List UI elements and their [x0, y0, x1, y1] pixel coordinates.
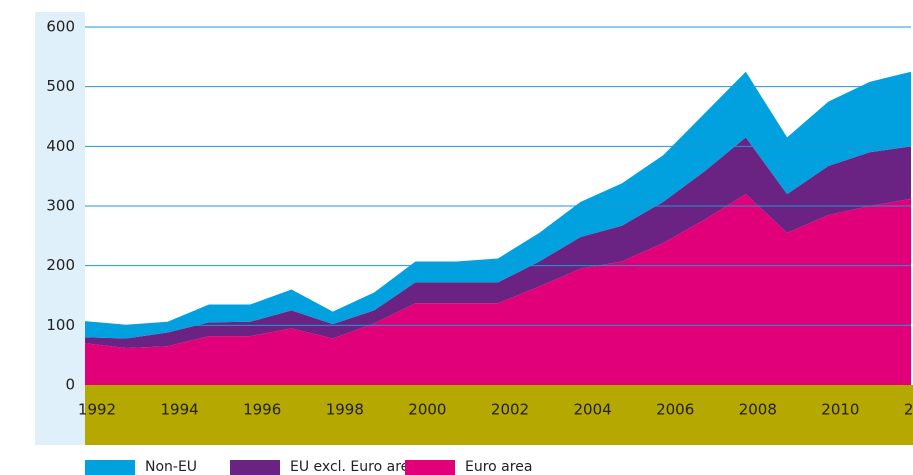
legend-label: EU excl. Euro area — [290, 459, 418, 475]
y-tick-label: 200 — [46, 256, 75, 274]
x-tick-label: 1992 — [78, 401, 116, 419]
area — [85, 71, 911, 339]
legend-swatch — [230, 460, 280, 475]
area — [85, 137, 911, 349]
legend-label: Euro area — [465, 459, 532, 475]
x-tick-label: 2012 — [904, 401, 913, 419]
x-tick-label: 2000 — [408, 401, 446, 419]
y-axis-band — [35, 12, 85, 445]
legend-swatch — [85, 460, 135, 475]
y-tick-label: 600 — [46, 18, 75, 36]
x-tick-label: 2006 — [656, 401, 694, 419]
y-tick-label: 0 — [65, 376, 75, 394]
legend-swatch — [405, 460, 455, 475]
y-tick-label: 300 — [46, 197, 75, 215]
x-tick-label: 1998 — [326, 401, 364, 419]
y-tick-label: 500 — [46, 77, 75, 95]
y-tick-label: 100 — [46, 316, 75, 334]
x-tick-label: 1996 — [243, 401, 281, 419]
y-tick-label: 400 — [46, 137, 75, 155]
x-tick-label: 2002 — [491, 401, 529, 419]
x-tick-label: 2008 — [739, 401, 777, 419]
x-axis-band — [85, 385, 913, 445]
x-tick-label: 2010 — [821, 401, 859, 419]
x-tick-label: 1994 — [161, 401, 199, 419]
x-tick-label: 2004 — [574, 401, 612, 419]
area — [85, 194, 911, 385]
legend-label: Non-EU — [145, 459, 197, 475]
